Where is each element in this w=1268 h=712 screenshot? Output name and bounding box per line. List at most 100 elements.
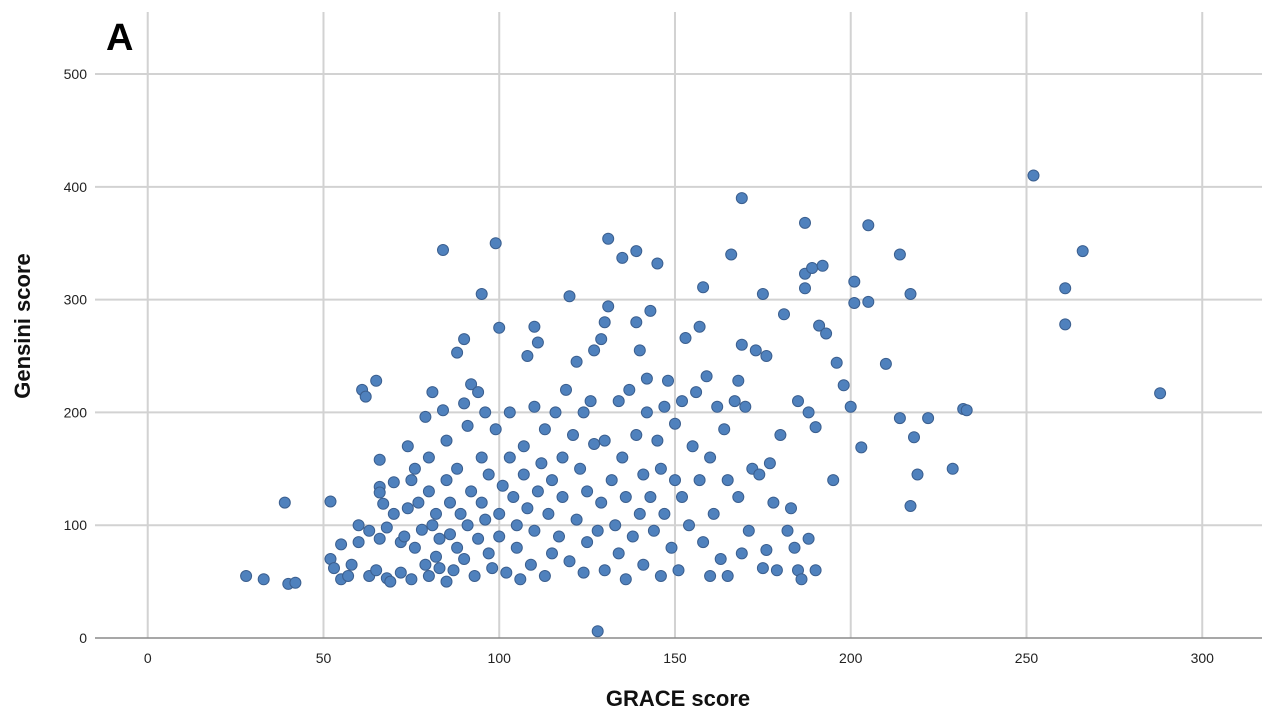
data-point — [475, 288, 488, 300]
data-point — [669, 474, 681, 487]
data-point — [486, 562, 499, 575]
data-point — [830, 356, 843, 369]
data-point — [581, 485, 594, 498]
data-point — [507, 491, 520, 503]
data-point — [735, 192, 748, 205]
data-point — [770, 564, 783, 577]
data-point — [373, 453, 386, 466]
data-point — [792, 395, 804, 408]
data-point — [718, 423, 731, 436]
data-point — [630, 429, 643, 441]
data-point — [433, 562, 446, 575]
data-point — [879, 357, 892, 370]
data-point — [697, 281, 710, 294]
data-point — [676, 395, 688, 408]
data-point — [468, 570, 481, 582]
data-point — [658, 507, 671, 520]
data-point — [577, 566, 590, 579]
data-point — [1059, 282, 1072, 295]
data-point — [904, 500, 917, 512]
data-point — [630, 245, 643, 258]
data-point — [461, 419, 474, 432]
data-point — [651, 257, 664, 270]
y-tick-label: 400 — [64, 179, 88, 195]
data-point — [373, 486, 386, 499]
data-point — [753, 468, 766, 481]
data-point — [640, 372, 653, 385]
data-point — [602, 300, 615, 313]
data-point — [521, 350, 534, 362]
data-point — [672, 564, 685, 577]
data-point — [563, 555, 576, 568]
data-point — [760, 350, 773, 362]
data-point — [496, 479, 509, 492]
data-point — [781, 524, 794, 537]
data-point — [591, 625, 604, 638]
data-point — [444, 528, 456, 541]
data-point — [352, 519, 365, 532]
data-point — [359, 390, 372, 403]
data-point — [415, 523, 428, 536]
data-point — [704, 451, 717, 464]
data-point — [387, 507, 400, 520]
data-point — [528, 320, 541, 333]
data-point — [447, 564, 460, 577]
data-point — [844, 400, 857, 413]
data-point — [412, 496, 425, 509]
data-point — [510, 541, 523, 554]
data-point — [577, 406, 590, 419]
data-point — [721, 474, 734, 487]
data-point — [370, 374, 383, 387]
data-point — [749, 344, 762, 357]
data-point — [422, 451, 435, 464]
data-point — [588, 344, 601, 357]
x-tick-label: 300 — [1191, 650, 1215, 666]
data-point — [472, 532, 485, 545]
data-point — [732, 374, 745, 387]
data-point — [721, 570, 734, 582]
data-point — [946, 462, 959, 475]
data-point — [1059, 318, 1072, 331]
data-point — [602, 232, 615, 245]
y-tick-label: 500 — [64, 66, 88, 82]
data-point — [598, 434, 611, 447]
data-point — [658, 400, 671, 413]
x-tick-label: 200 — [839, 650, 863, 666]
data-point — [440, 474, 453, 487]
data-point — [633, 507, 646, 520]
data-point — [514, 573, 527, 586]
data-point — [458, 397, 471, 410]
data-point — [567, 429, 579, 441]
data-point — [510, 519, 523, 532]
data-point — [451, 462, 464, 475]
data-point — [760, 544, 773, 556]
data-point — [588, 438, 601, 450]
data-point — [500, 566, 513, 579]
data-point — [503, 451, 516, 464]
data-point — [458, 553, 471, 565]
data-point — [489, 423, 502, 436]
data-point — [640, 406, 653, 419]
data-point — [654, 570, 667, 582]
data-point — [774, 429, 787, 441]
data-point — [785, 502, 797, 515]
data-point — [437, 244, 449, 256]
data-point — [422, 570, 435, 582]
data-point — [922, 412, 935, 425]
data-point — [799, 216, 811, 229]
data-point — [538, 423, 551, 436]
data-point — [560, 383, 572, 396]
data-point — [711, 400, 724, 413]
data-point — [517, 468, 530, 481]
data-point — [546, 474, 558, 487]
data-point — [472, 386, 485, 399]
data-point — [394, 566, 407, 579]
data-point — [960, 404, 973, 417]
data-point — [531, 485, 544, 498]
data-point — [662, 374, 674, 387]
data-point — [647, 524, 660, 537]
data-point — [419, 410, 432, 423]
axis-ticks: 0 50 100 150 200 250 300 0 100 200 300 400 500 — [64, 66, 1214, 666]
data-point — [848, 297, 861, 309]
data-point — [584, 395, 597, 408]
